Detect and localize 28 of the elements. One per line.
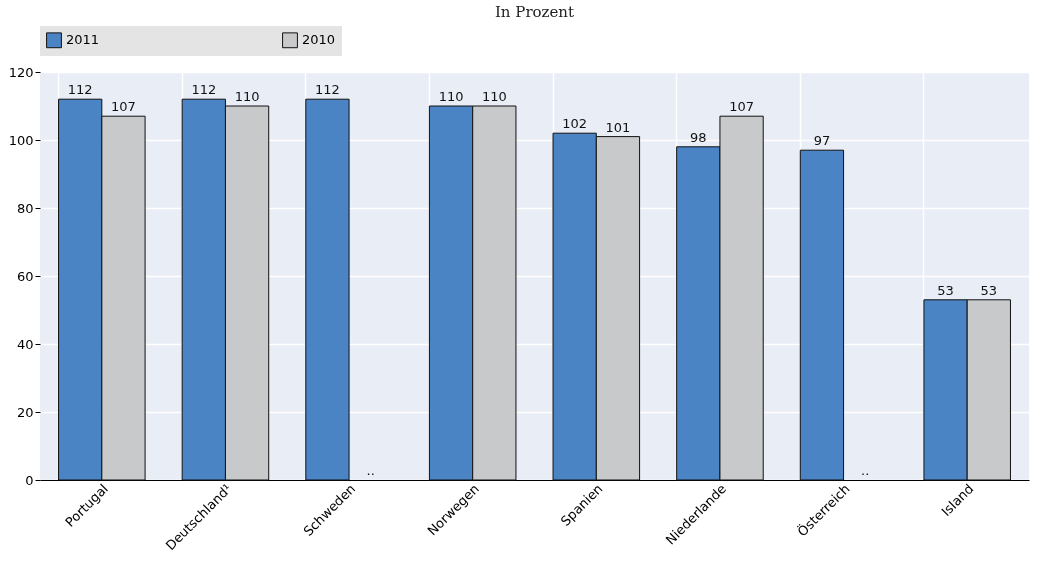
y-tick-label: 20 (16, 404, 34, 420)
y-tick-label: 0 (25, 472, 34, 488)
data-label: 102 (562, 116, 588, 132)
data-label: 112 (191, 82, 217, 98)
text: .. (366, 463, 375, 478)
y-tick-label: 120 (8, 64, 34, 80)
y-tick-label: 40 (16, 336, 34, 352)
data-label: 112 (315, 82, 340, 98)
bar (799, 149, 845, 481)
data-label: 110 (438, 89, 464, 104)
data-label: 107 (111, 99, 136, 115)
data-label: 101 (605, 119, 631, 135)
text: .. (861, 463, 870, 478)
data-label: 110 (481, 89, 507, 104)
data-label: 110 (234, 89, 260, 104)
legend-label: 2011 (66, 32, 100, 48)
legend-label: 2010 (302, 32, 336, 48)
data-label: 53 (980, 282, 998, 298)
data-label: 53 (937, 282, 954, 298)
data-label: 97 (813, 133, 831, 149)
chart-title: In Prozent (494, 3, 575, 21)
data-label: 112 (67, 82, 93, 98)
bar (305, 98, 350, 481)
data-label: 98 (690, 129, 707, 145)
y-tick-label: 60 (16, 268, 34, 284)
y-tick-label: 80 (16, 200, 34, 216)
y-tick-label: 100 (8, 132, 34, 148)
data-label: 107 (729, 99, 754, 115)
